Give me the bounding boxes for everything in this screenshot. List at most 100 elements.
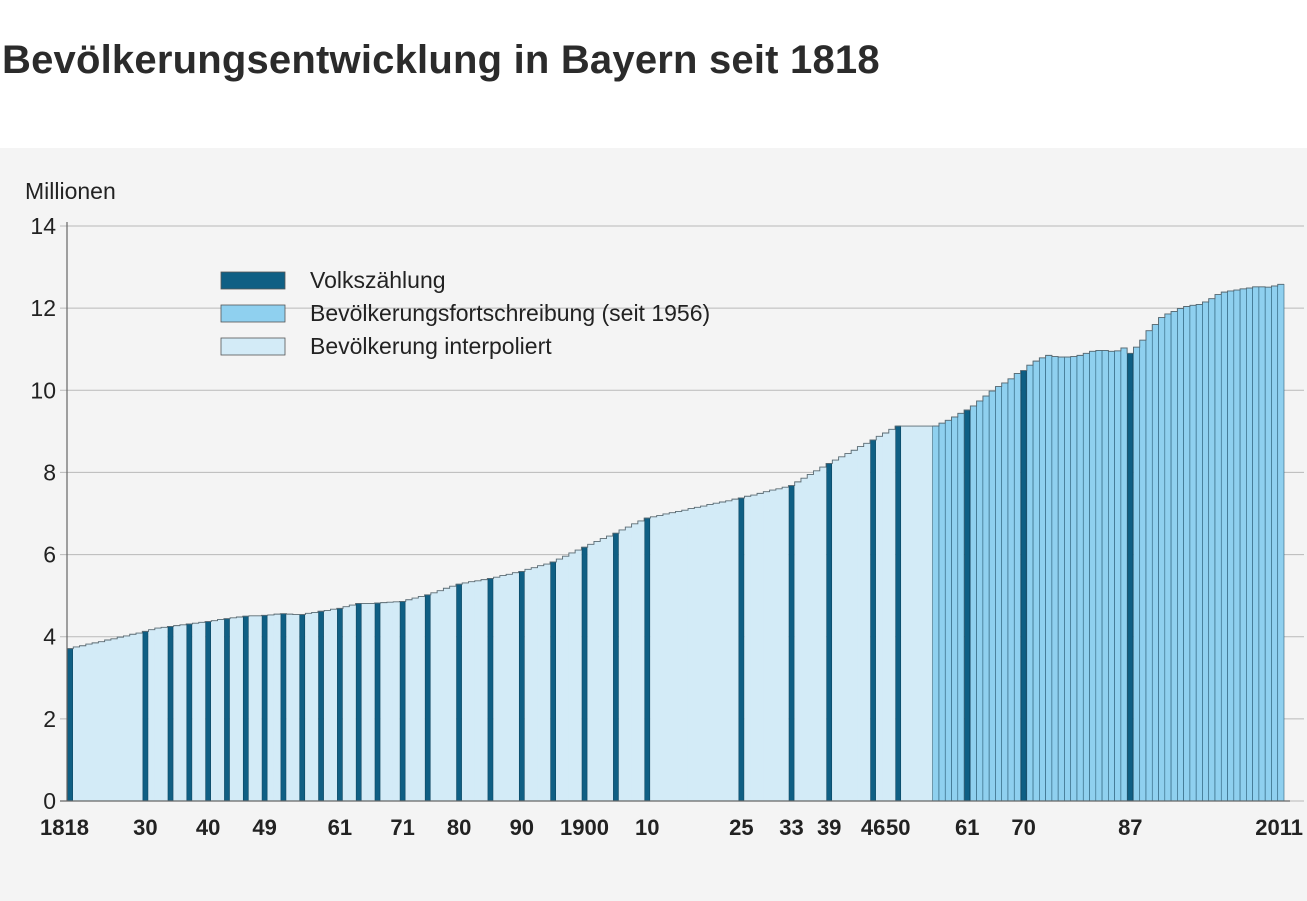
census-bar (1020, 370, 1027, 802)
interpolated-bar (769, 490, 777, 801)
x-tick-label: 80 (447, 815, 471, 840)
interpolated-bar (537, 565, 545, 801)
census-bar (456, 583, 462, 802)
estimate-bar (1139, 339, 1147, 802)
census-bar (895, 425, 902, 802)
y-tick-label: 10 (30, 377, 56, 403)
interpolated-bar (819, 467, 827, 801)
census-bar (518, 571, 525, 802)
estimate-bar (1220, 291, 1228, 802)
interpolated-bar (129, 634, 137, 801)
interpolated-bar (104, 640, 112, 801)
interpolated-bar (631, 523, 639, 801)
estimate-bar (982, 395, 990, 802)
interpolated-bar (662, 513, 670, 801)
census-bar (280, 613, 287, 802)
census-bar (355, 603, 362, 802)
x-tick-label: 87 (1118, 815, 1142, 840)
census-bar (1127, 353, 1134, 802)
estimate-bar (1026, 364, 1034, 802)
interpolated-bar (267, 614, 275, 801)
legend-label-census: Volkszählung (310, 267, 446, 293)
x-tick-label: 2011 (1255, 815, 1303, 840)
interpolated-bar (926, 426, 934, 801)
estimate-bar (1089, 350, 1097, 802)
estimate-bar (1202, 301, 1210, 802)
interpolated-bar (380, 602, 388, 801)
interpolated-bar (323, 610, 331, 801)
interpolated-bar (405, 599, 413, 801)
census-bar (224, 618, 230, 802)
estimate-bar (1246, 287, 1253, 802)
estimate-bar (1070, 356, 1078, 802)
interpolated-bar (543, 564, 551, 801)
interpolated-bar (524, 569, 532, 801)
x-tick-labels: 1818 30 40 49 61 71 80 90 1900 10 25 33 39 46 50 61 70 87… (40, 815, 1303, 840)
interpolated-bar (443, 588, 450, 801)
interpolated-bar (461, 582, 469, 801)
interpolated-bar (367, 603, 375, 801)
estimate-bar (957, 412, 965, 802)
estimate-bar (1214, 294, 1222, 802)
chart-panel: Millionen 0 2 4 6 8 10 12 14 1818 30 40 49 61 71 80 90… (0, 148, 1307, 901)
estimate-bar (1252, 286, 1260, 802)
y-tick-label: 4 (43, 624, 56, 650)
estimate-bar (1095, 350, 1103, 802)
interpolated-bar (694, 507, 701, 801)
interpolated-bar (775, 488, 783, 801)
interpolated-bar (681, 510, 689, 801)
estimate-bar (1277, 284, 1285, 802)
estimate-bar (1101, 350, 1109, 802)
interpolated-bar (606, 536, 614, 801)
interpolated-bar (192, 623, 200, 801)
interpolated-bar (512, 572, 519, 801)
interpolated-bar (198, 622, 206, 801)
interpolated-bar (430, 592, 438, 801)
estimate-bar (1001, 382, 1009, 802)
interpolated-bar (417, 596, 425, 801)
interpolated-bar (474, 580, 482, 801)
interpolated-bar (599, 538, 607, 801)
interpolated-bar (750, 495, 758, 801)
x-tick-label: 71 (390, 815, 414, 840)
interpolated-bar (637, 520, 645, 801)
interpolated-bar (838, 456, 846, 801)
estimate-bar (1258, 286, 1266, 802)
estimate-bar (1007, 378, 1015, 802)
estimate-bar (1108, 350, 1115, 802)
census-bar (550, 561, 557, 802)
estimate-bar (1183, 306, 1191, 802)
interpolated-bar (236, 617, 243, 801)
census-bar (424, 594, 431, 802)
x-tick-label: 61 (955, 815, 979, 840)
interpolated-bar (700, 506, 708, 801)
interpolated-bar (217, 619, 225, 801)
interpolated-bar (449, 586, 457, 801)
estimate-bar (1032, 360, 1040, 802)
x-tick-label: 50 (886, 815, 910, 840)
census-bar (399, 601, 406, 802)
census-bar (826, 463, 833, 802)
interpolated-bar (687, 508, 695, 801)
y-tick-label: 12 (30, 295, 56, 321)
x-tick-label: 1818 (40, 815, 89, 840)
x-tick-label: 49 (252, 815, 276, 840)
census-bar (337, 608, 343, 802)
interpolated-bar (901, 426, 908, 801)
legend-label-estimate: Bevölkerungsfortschreibung (seit 1956) (310, 300, 710, 326)
estimate-bar (970, 405, 977, 802)
legend-swatch-interpolated (220, 337, 286, 356)
estimate-bar (1076, 355, 1084, 802)
interpolated-bar (800, 478, 808, 801)
interpolated-bar (850, 450, 858, 801)
estimate-bar (951, 416, 959, 802)
legend-label-interpolated: Bevölkerung interpoliert (310, 333, 552, 359)
interpolated-bar (556, 559, 563, 801)
interpolated-bar (618, 529, 626, 801)
interpolated-bar (725, 500, 733, 801)
interpolated-bar (875, 436, 883, 801)
y-tick-label: 14 (30, 213, 56, 239)
legend: Volkszählung Bevölkerungsfortschreibung (… (220, 267, 710, 359)
interpolated-bar (348, 605, 356, 801)
census-bar (487, 578, 494, 802)
